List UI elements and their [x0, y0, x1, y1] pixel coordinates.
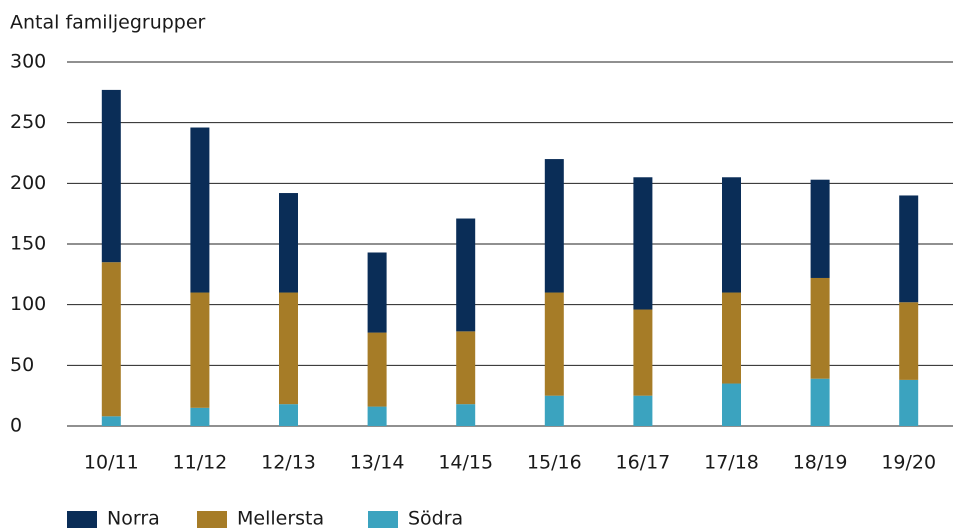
x-tick-label: 10/11	[84, 452, 139, 474]
bar-segment	[810, 277, 830, 379]
x-tick-label: 11/12	[173, 452, 228, 474]
bar-segment	[456, 331, 476, 405]
legend-label: Norra	[107, 508, 160, 529]
bar-segment	[190, 127, 210, 293]
y-tick-label: 100	[10, 293, 46, 315]
bar-segment	[633, 309, 653, 396]
y-tick-label: 50	[10, 354, 34, 376]
x-tick-label: 19/20	[881, 452, 936, 474]
bar-segment	[456, 218, 476, 332]
legend-swatch	[368, 511, 398, 528]
x-tick-label: 13/14	[350, 452, 405, 474]
legend-label: Södra	[408, 508, 463, 529]
bar-segment	[899, 195, 919, 303]
x-tick-label: 15/16	[527, 452, 582, 474]
x-tick-label: 12/13	[261, 452, 316, 474]
bar-segment	[544, 395, 564, 426]
y-axis-label: Antal familjegrupper	[10, 12, 206, 34]
bar-segment	[456, 404, 476, 426]
x-tick-label: 14/15	[438, 452, 493, 474]
bar-segment	[101, 89, 121, 263]
bar-segment	[190, 292, 210, 408]
x-tick-label: 18/19	[793, 452, 848, 474]
bar-segment	[367, 406, 387, 426]
y-tick-label: 0	[10, 415, 22, 437]
bar-segment	[722, 292, 741, 384]
y-tick-label: 200	[10, 172, 46, 194]
y-tick-label: 300	[10, 51, 46, 73]
bar-segment	[279, 193, 298, 293]
bar-segment	[190, 407, 210, 426]
bar-segment	[101, 416, 121, 426]
x-tick-label: 17/18	[704, 452, 759, 474]
bar-segment	[279, 292, 298, 405]
x-tick-label: 16/17	[616, 452, 671, 474]
legend-swatch	[67, 511, 97, 528]
bar-segment	[633, 177, 653, 310]
bar-segment	[722, 383, 741, 426]
bar-segment	[544, 292, 564, 396]
bar-segment	[810, 179, 830, 278]
bar-segment	[810, 378, 830, 426]
legend-swatch	[197, 511, 227, 528]
bar-segment	[899, 379, 919, 426]
y-tick-label: 150	[10, 233, 46, 255]
bar-segment	[722, 177, 741, 293]
bar-segment	[544, 159, 564, 293]
legend-label: Mellersta	[237, 508, 324, 529]
bar-segment	[101, 262, 121, 417]
bar-segment	[367, 332, 387, 407]
bar-segment	[899, 302, 919, 380]
bar-segment	[279, 404, 298, 426]
y-tick-label: 250	[10, 111, 46, 133]
bar-segment	[633, 395, 653, 426]
bar-segment	[367, 252, 387, 333]
